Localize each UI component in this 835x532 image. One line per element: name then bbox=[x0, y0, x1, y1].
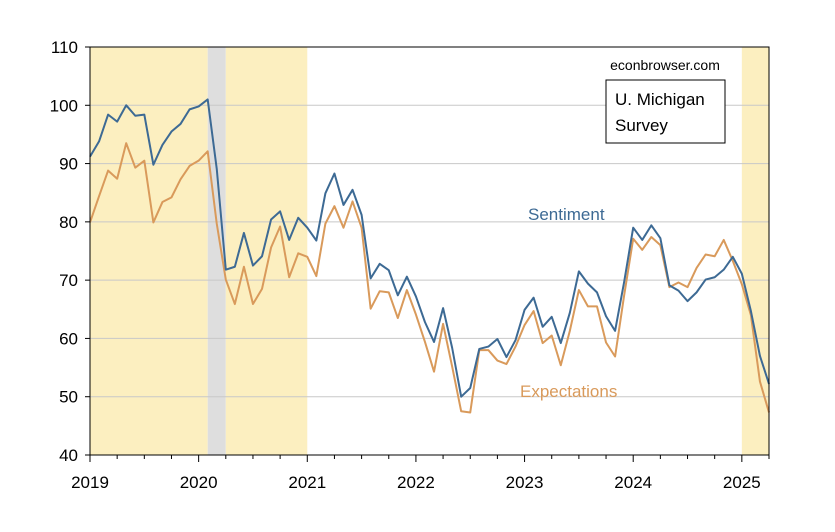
shaded-period-3 bbox=[225, 47, 308, 455]
legend-box-line-1: U. Michigan bbox=[615, 90, 705, 109]
y-tick-label-50: 50 bbox=[59, 388, 78, 407]
legend-box-frame bbox=[605, 79, 726, 144]
y-axis: 40 50 60 70 80 90 100 110 bbox=[50, 38, 90, 465]
y-tick-label-40: 40 bbox=[59, 446, 78, 465]
x-tick-label-2025: 2025 bbox=[723, 473, 761, 492]
x-tick-label-2023: 2023 bbox=[506, 473, 544, 492]
shaded-period-2 bbox=[207, 47, 226, 455]
x-tick-label-2020: 2020 bbox=[180, 473, 218, 492]
legend-box: U. Michigan Survey bbox=[605, 79, 726, 144]
source-note: econbrowser.com bbox=[610, 57, 720, 73]
x-tick-label-2024: 2024 bbox=[614, 473, 652, 492]
legend-box-line-2: Survey bbox=[615, 116, 668, 135]
series-lines bbox=[89, 98, 770, 414]
y-tick-label-60: 60 bbox=[59, 329, 78, 348]
x-tick-label-2019: 2019 bbox=[71, 473, 109, 492]
y-tick-label-110: 110 bbox=[51, 38, 78, 57]
y-tick-label-100: 100 bbox=[50, 96, 78, 115]
series-line-expectations bbox=[89, 142, 770, 414]
x-axis: 2019 2020 2021 2022 2023 2024 2025 bbox=[71, 455, 770, 492]
shaded-period-4 bbox=[741, 47, 769, 455]
x-tick-label-2021: 2021 bbox=[288, 473, 326, 492]
plot-frame bbox=[89, 46, 770, 456]
series-label-sentiment: Sentiment bbox=[528, 205, 605, 224]
y-tick-label-90: 90 bbox=[59, 155, 78, 174]
y-tick-label-80: 80 bbox=[59, 213, 78, 232]
y-tick-label-70: 70 bbox=[59, 271, 78, 290]
x-tick-label-2022: 2022 bbox=[397, 473, 435, 492]
series-label-expectations: Expectations bbox=[520, 382, 617, 401]
series-line-sentiment bbox=[89, 98, 770, 398]
